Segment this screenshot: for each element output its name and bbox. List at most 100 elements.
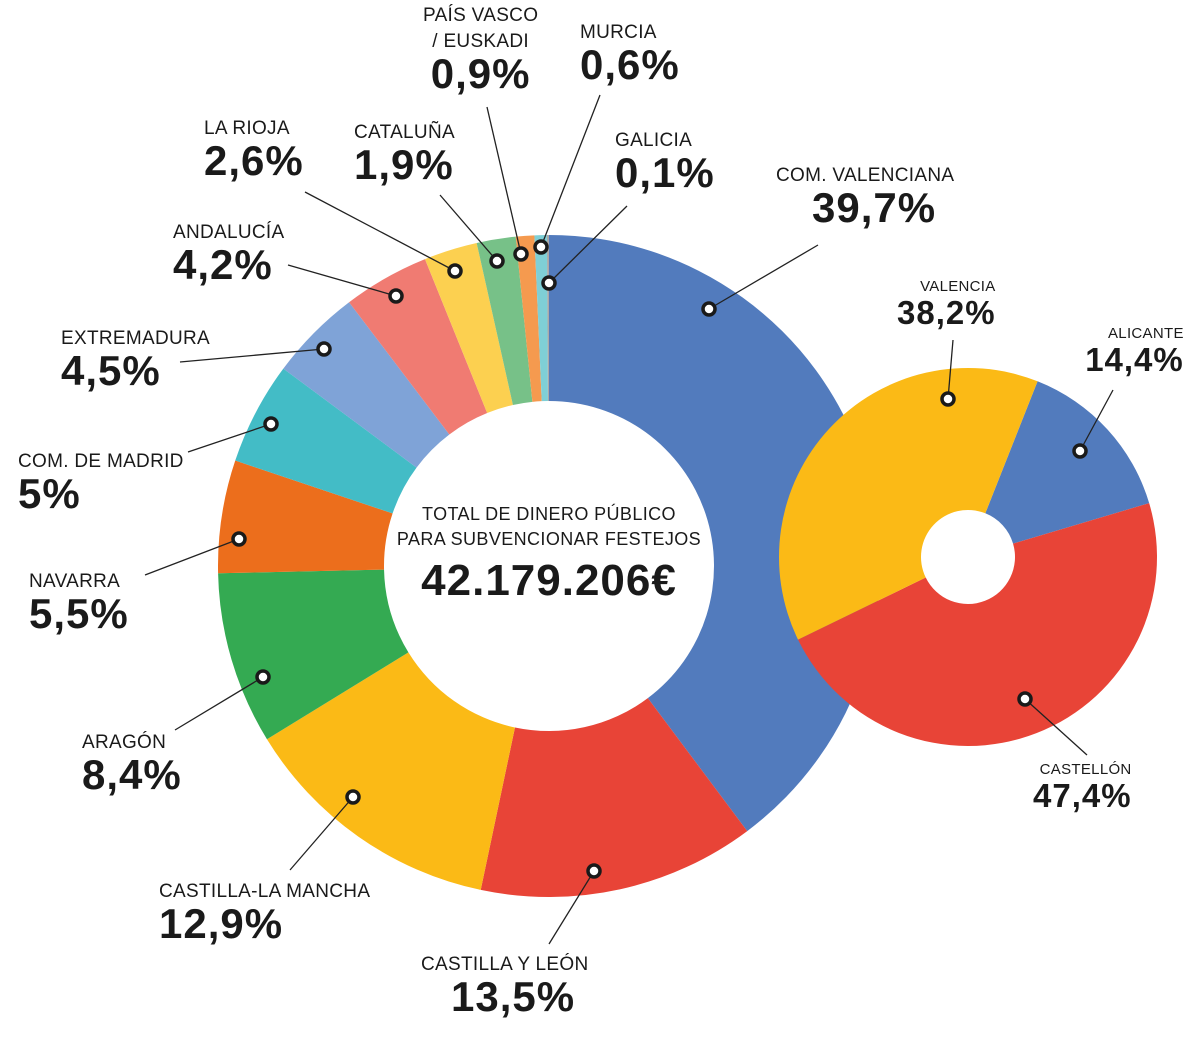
leader-line-aragon [174, 676, 264, 731]
label-percent: 13,5% [451, 973, 576, 1020]
slice-cataluna [476, 236, 533, 405]
marker-castilla-la-mancha [345, 789, 361, 805]
marker-pais-vasco [513, 246, 529, 262]
marker-cataluna [489, 253, 505, 269]
label-percent: 0,6% [580, 41, 680, 88]
marker-extremadura [316, 341, 332, 357]
leader-line-extremadura [179, 348, 325, 363]
label-alicante: ALICANTE 14,4% [1085, 325, 1184, 376]
label-percent: 0,9% [430, 50, 531, 97]
label-galicia: GALICIA 0,1% [615, 131, 715, 194]
label-percent: 14,4% [1085, 341, 1184, 378]
marker-galicia [541, 275, 557, 291]
label-castilla-la-mancha: CASTILLA-LA MANCHA 12,9% [159, 882, 370, 945]
marker-aragon [255, 669, 271, 685]
leader-line-com-de-madrid [187, 423, 272, 453]
label-name: ANDALUCÍA [173, 222, 285, 243]
center-caption-line1: TOTAL DE DINERO PÚBLICO [422, 504, 676, 524]
label-la-rioja: LA RIOJA 2,6% [204, 119, 304, 182]
label-name: COM. VALENCIANA [776, 165, 955, 186]
center-caption: TOTAL DE DINERO PÚBLICO PARA SUBVENCIONA… [384, 502, 714, 552]
leader-line-murcia [540, 94, 601, 248]
marker-la-rioja [447, 263, 463, 279]
label-name: EXTREMADURA [61, 328, 210, 349]
leader-line-pais-vasco [486, 106, 522, 255]
marker-andalucia [388, 288, 404, 304]
label-aragon: ARAGÓN 8,4% [82, 733, 182, 796]
label-percent: 4,2% [173, 241, 273, 288]
label-castellon: CASTELLÓN 47,4% [1033, 762, 1132, 812]
label-pais-vasco: PAÍS VASCO / EUSKADI 0,9% [423, 6, 538, 95]
label-name: NAVARRA [29, 571, 121, 592]
slice-com-valenciana [549, 235, 880, 832]
label-com-de-madrid: COM. DE MADRID 5% [18, 452, 184, 515]
label-percent: 5,5% [29, 590, 129, 637]
label-name: VALENCIA [920, 278, 996, 295]
label-percent: 39,7% [812, 184, 937, 231]
center-caption-line2: PARA SUBVENCIONAR FESTEJOS [396, 529, 702, 549]
label-castilla-y-leon: CASTILLA Y LEÓN 13,5% [421, 955, 589, 1018]
slice-castilla-la-mancha [266, 652, 515, 890]
label-murcia: MURCIA 0,6% [580, 23, 680, 86]
leader-line-cataluna [439, 194, 498, 262]
label-percent: 2,6% [204, 137, 304, 184]
slice-murcia [534, 235, 548, 402]
marker-castilla-y-leon [586, 863, 602, 879]
label-percent: 4,5% [61, 347, 161, 394]
label-percent: 47,4% [1033, 777, 1132, 814]
slice-castellon [798, 503, 1158, 747]
label-percent: 12,9% [159, 900, 284, 947]
marker-castellon [1017, 691, 1033, 707]
leader-line-castellon [1024, 698, 1088, 756]
leader-line-navarra [144, 538, 240, 576]
label-percent: 5% [18, 470, 81, 517]
slice-andalucia [349, 259, 488, 435]
leader-line-la-rioja [304, 191, 456, 272]
marker-com-de-madrid [263, 416, 279, 432]
label-name: CASTELLÓN [1039, 761, 1132, 778]
label-name: ARAGÓN [82, 732, 167, 753]
slice-com-de-madrid [235, 368, 417, 514]
leader-line-galicia [548, 205, 628, 284]
leader-line-com-valenciana [708, 244, 819, 310]
label-percent: 38,2% [897, 294, 996, 331]
label-name-line2: / EUSKADI [432, 31, 529, 52]
leader-line-castilla-y-leon [548, 870, 595, 945]
label-cataluna: CATALUÑA 1,9% [354, 123, 455, 186]
slice-alicante [985, 381, 1150, 544]
label-percent: 1,9% [354, 141, 454, 188]
label-name: ALICANTE [1108, 325, 1184, 342]
label-name: CASTILLA-LA MANCHA [159, 881, 371, 902]
label-navarra: NAVARRA 5,5% [29, 572, 129, 635]
label-percent: 0,1% [615, 149, 715, 196]
label-name: CATALUÑA [354, 122, 455, 143]
slice-la-rioja [424, 243, 513, 414]
marker-com-valenciana [701, 301, 717, 317]
slice-navarra [217, 460, 393, 574]
slice-pais-vasco-euskadi [515, 235, 542, 402]
label-com-valenciana: COM. VALENCIANA 39,7% [776, 166, 954, 229]
label-name: MURCIA [580, 22, 657, 43]
marker-valencia [940, 391, 956, 407]
marker-murcia [533, 239, 549, 255]
leader-line-valencia [947, 339, 954, 400]
slice-aragon [218, 569, 409, 740]
label-extremadura: EXTREMADURA 4,5% [61, 329, 210, 392]
label-name: GALICIA [615, 130, 693, 151]
marker-navarra [231, 531, 247, 547]
label-name: CASTILLA Y LEÓN [421, 954, 589, 975]
slice-castilla-y-leon [480, 698, 748, 898]
slice-valencia [778, 367, 1038, 640]
center-total: 42.179.206€ [421, 556, 677, 605]
label-name: PAÍS VASCO [423, 5, 539, 26]
leader-line-alicante [1079, 389, 1114, 452]
label-percent: 8,4% [82, 751, 182, 798]
leader-line-castilla-la-mancha [289, 796, 354, 871]
label-andalucia: ANDALUCÍA 4,2% [173, 223, 284, 286]
leader-line-andalucia [287, 264, 397, 297]
label-name: LA RIOJA [204, 118, 290, 139]
label-name: COM. DE MADRID [18, 451, 184, 472]
label-valencia: VALENCIA 38,2% [897, 279, 996, 329]
marker-alicante [1072, 443, 1088, 459]
